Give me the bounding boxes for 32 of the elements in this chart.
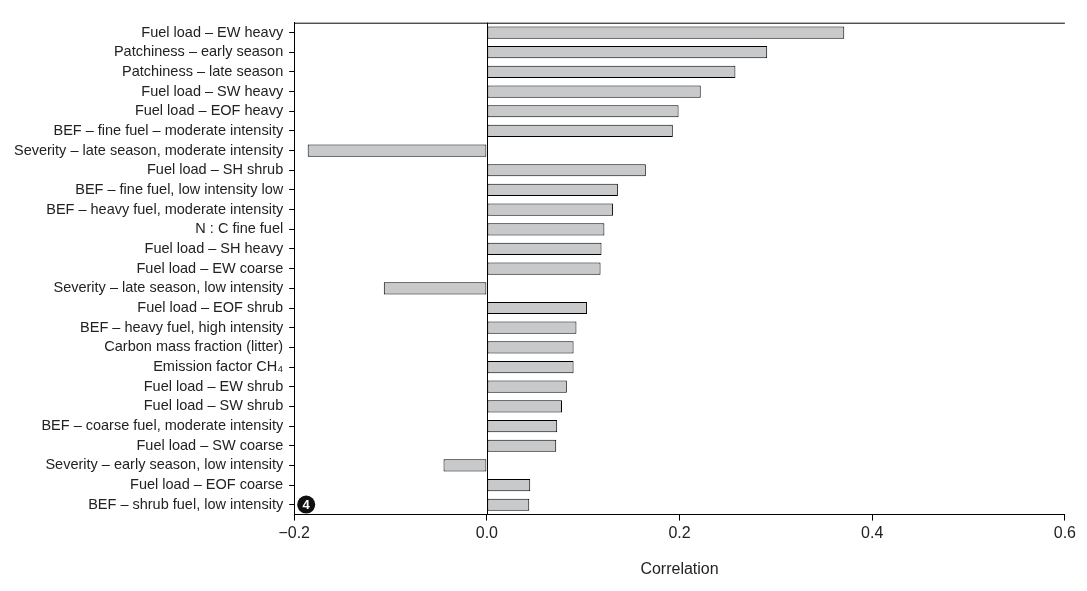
- x-axis-title: Correlation: [640, 559, 719, 577]
- y-tick-label: Fuel load – SH heavy: [144, 239, 284, 256]
- y-tick-label: Fuel load – EW shrub: [143, 377, 284, 394]
- x-tick-label: 0.0: [475, 523, 499, 541]
- y-tick-label: Fuel load – SW heavy: [141, 82, 284, 99]
- x-tick-label: −0.2: [278, 523, 311, 541]
- y-tick-label: Patchiness – late season: [121, 62, 284, 79]
- x-tick-label: 0.6: [1053, 523, 1077, 541]
- x-tick-label: 0.2: [668, 523, 691, 541]
- y-tick-label: Emission factor CH₄: [153, 358, 284, 375]
- annotation: 4: [302, 497, 311, 513]
- y-tick-label: BEF – heavy fuel, moderate intensity: [46, 200, 284, 217]
- y-tick-label: Severity – late season, moderate intensity: [14, 141, 284, 158]
- y-tick-label: Fuel load – EOF shrub: [137, 299, 284, 315]
- y-tick-label: Fuel load – SW shrub: [143, 397, 284, 414]
- y-tick-label: Fuel load – EW coarse: [136, 259, 284, 276]
- y-tick-label: Patchiness – early season: [113, 43, 284, 60]
- y-tick-label: Fuel load – SW coarse: [136, 436, 284, 453]
- y-tick-label: Fuel load – EOF coarse: [130, 476, 284, 493]
- y-tick-label: BEF – fine fuel – moderate intensity: [53, 121, 284, 138]
- y-tick-label: Fuel load – EW heavy: [141, 23, 284, 40]
- y-tick-label: Severity – early season, low intensity: [45, 456, 284, 473]
- y-tick-label: BEF – heavy fuel, high intensity: [80, 318, 284, 335]
- y-tick-label: Fuel load – EOF heavy: [134, 102, 284, 119]
- y-tick-label: Carbon mass fraction (litter): [104, 338, 284, 355]
- y-tick-label: Severity – late season, low intensity: [53, 279, 284, 296]
- y-tick-label: Fuel load – SH shrub: [146, 161, 284, 178]
- y-tick-label: BEF – shrub fuel, low intensity: [88, 495, 284, 512]
- y-tick-label: BEF – coarse fuel, moderate intensity: [41, 417, 284, 434]
- x-tick-label: 0.4: [861, 523, 884, 541]
- y-tick-label: BEF – fine fuel, low intensity low: [75, 180, 284, 197]
- y-tick-label: N : C fine fuel: [195, 220, 284, 237]
